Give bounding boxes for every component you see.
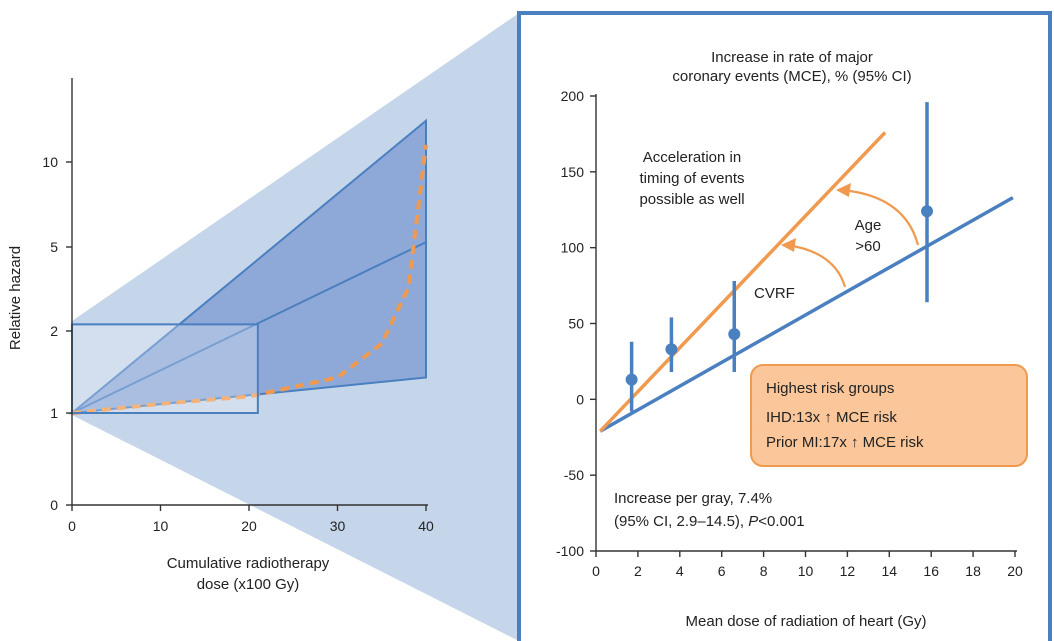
right-x-tick-label: 2 bbox=[634, 563, 642, 579]
hazard-ci-band bbox=[68, 118, 427, 415]
left-y-tick-label: 5 bbox=[50, 239, 58, 255]
right-x-tick-label: 0 bbox=[592, 563, 600, 579]
right-y-tick-label: 200 bbox=[561, 88, 585, 104]
risk-box-prior-mi: Prior MI:17x ↑ MCE risk bbox=[766, 434, 924, 451]
zoom-highlight-box bbox=[71, 323, 259, 415]
right-x-ticks: 0 2 4 6 8 10 12 14 16 18 20 bbox=[592, 551, 1023, 579]
right-y-tick-label: 0 bbox=[576, 391, 584, 407]
data-point bbox=[921, 205, 934, 218]
data-points bbox=[625, 102, 934, 412]
left-y-tick-label: 2 bbox=[50, 323, 58, 339]
right-y-tick-label: 50 bbox=[568, 316, 584, 332]
left-xlabel-line2: dose (x100 Gy) bbox=[197, 576, 300, 593]
data-point bbox=[665, 343, 678, 356]
left-x-ticks: 0 10 20 30 40 bbox=[68, 505, 434, 534]
right-xlabel: Mean dose of radiation of heart (Gy) bbox=[686, 613, 927, 630]
age-arrowhead-icon bbox=[836, 183, 851, 197]
right-y-ticks: -100 -50 0 50 100 150 200 bbox=[556, 88, 596, 559]
cvrf-label: CVRF bbox=[754, 285, 795, 302]
right-y-tick-label: 150 bbox=[561, 164, 585, 180]
acceleration-line1: Acceleration in bbox=[643, 149, 741, 166]
right-x-tick-label: 6 bbox=[718, 563, 726, 579]
left-x-tick-label: 20 bbox=[241, 518, 257, 534]
acceleration-line3: possible as well bbox=[639, 191, 744, 208]
right-x-tick-label: 8 bbox=[760, 563, 768, 579]
acceleration-line2: timing of events bbox=[639, 170, 744, 187]
hazard-trend-line bbox=[71, 241, 427, 414]
right-x-tick-label: 16 bbox=[923, 563, 939, 579]
right-x-tick-label: 18 bbox=[965, 563, 981, 579]
increase-line1: Increase per gray, 7.4% bbox=[614, 490, 772, 507]
increase-line2-p: P bbox=[748, 513, 758, 530]
increase-line2: (95% CI, 2.9–14.5), P<0.001 bbox=[614, 513, 805, 530]
right-x-tick-label: 4 bbox=[676, 563, 684, 579]
left-ylabel: Relative hazard bbox=[7, 246, 24, 350]
left-y-ticks: 0 1 2 5 10 bbox=[42, 154, 72, 513]
left-y-tick-label: 10 bbox=[42, 154, 58, 170]
age-arrow bbox=[841, 188, 920, 246]
data-point bbox=[625, 373, 638, 386]
age-label-line1: Age bbox=[855, 217, 882, 234]
right-title-line2: coronary events (MCE), % (95% CI) bbox=[672, 68, 911, 85]
data-point bbox=[728, 328, 741, 341]
increase-line2-value: <0.001 bbox=[758, 513, 804, 530]
left-x-tick-label: 10 bbox=[153, 518, 169, 534]
left-y-tick-label: 0 bbox=[50, 497, 58, 513]
right-x-tick-label: 12 bbox=[840, 563, 856, 579]
right-x-tick-label: 14 bbox=[882, 563, 898, 579]
age-label-line2: >60 bbox=[855, 238, 880, 255]
left-chart: 0 10 20 30 40 0 1 2 5 10 Relative hazard Cumulat… bbox=[7, 78, 434, 593]
cvrf-arrow bbox=[786, 243, 847, 288]
left-x-tick-label: 0 bbox=[68, 518, 76, 534]
right-title-line1: Increase in rate of major bbox=[711, 49, 873, 66]
left-x-tick-label: 40 bbox=[418, 518, 434, 534]
orange-regression-line bbox=[598, 131, 887, 433]
increase-line2-ci: (95% CI, 2.9–14.5), bbox=[614, 513, 748, 530]
cvrf-arrowhead-icon bbox=[781, 238, 796, 252]
risk-box-ihd: IHD:13x ↑ MCE risk bbox=[766, 409, 897, 426]
right-y-tick-label: -100 bbox=[556, 543, 584, 559]
right-x-tick-label: 10 bbox=[798, 563, 814, 579]
left-x-tick-label: 30 bbox=[330, 518, 346, 534]
right-y-tick-label: 100 bbox=[561, 240, 585, 256]
blue-regression-line bbox=[599, 196, 1014, 433]
right-y-tick-label: -50 bbox=[564, 467, 584, 483]
right-chart: Increase in rate of major coronary event… bbox=[517, 11, 1052, 641]
risk-box bbox=[750, 364, 1028, 467]
right-x-tick-label: 20 bbox=[1007, 563, 1023, 579]
risk-box-title: Highest risk groups bbox=[766, 380, 894, 397]
left-y-tick-label: 1 bbox=[50, 405, 58, 421]
left-xlabel-line1: Cumulative radiotherapy bbox=[167, 555, 330, 572]
